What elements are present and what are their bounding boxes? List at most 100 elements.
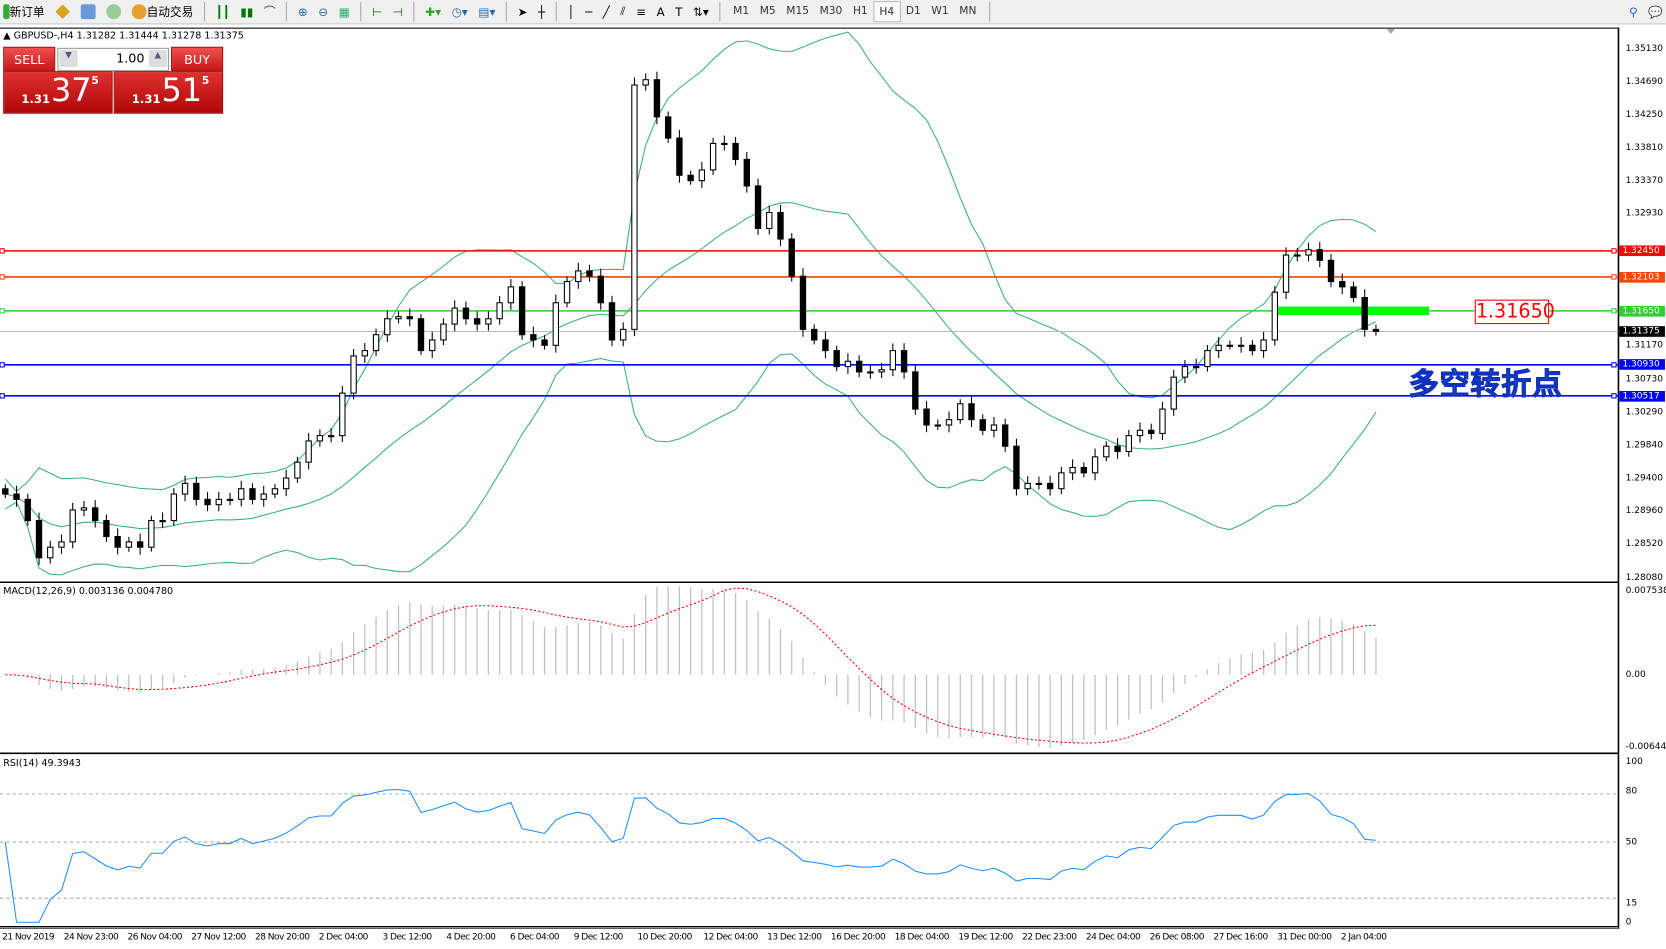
highlight-zone: [1275, 306, 1430, 316]
bear-candle: [754, 185, 762, 229]
bear-candle: [103, 520, 110, 538]
crosshair-button[interactable]: ┼: [535, 1, 548, 22]
trendline-button[interactable]: ╱: [600, 1, 613, 22]
candle-chart-button[interactable]: ▮▮: [237, 1, 256, 22]
bull-candle: [1271, 291, 1279, 341]
cursor-button[interactable]: ➤: [514, 1, 530, 22]
vertical-line-button[interactable]: │: [564, 1, 577, 22]
arrows-button[interactable]: ⇅▾: [690, 1, 712, 22]
bull-candle: [631, 84, 638, 330]
new-order-button[interactable]: 新订单: [0, 1, 48, 22]
price-axis-label: 1.35130: [1625, 43, 1663, 55]
bear-candle: [92, 507, 99, 522]
divider: [555, 2, 557, 22]
buy-button[interactable]: BUY: [171, 46, 224, 72]
bear-candle: [1013, 445, 1020, 490]
zoom-in-button[interactable]: ⊕: [295, 1, 311, 22]
level-price-tag: 1.32103: [1619, 271, 1665, 283]
divider: [204, 2, 206, 22]
bull-candle: [1181, 366, 1189, 378]
rsi-axis-label: 50: [1625, 837, 1638, 848]
timeframe-m5[interactable]: M5: [759, 4, 776, 17]
timeframe-d1[interactable]: D1: [905, 4, 921, 17]
bear-candle: [518, 286, 526, 336]
terminal-button[interactable]: [78, 1, 99, 22]
autoscroll-button[interactable]: ⊢: [369, 1, 386, 22]
timeframe-h4[interactable]: H4: [873, 1, 901, 23]
timeframe-mn[interactable]: MN: [959, 4, 977, 17]
macd-axis-label: 0.007538: [1625, 585, 1666, 597]
bull-candle: [1305, 249, 1312, 256]
lot-size-input[interactable]: ▼ 1.00 ▲: [57, 47, 169, 72]
timeframe-h1[interactable]: H1: [852, 4, 868, 17]
bear-candle: [855, 360, 863, 373]
crosshair-icon: ┼: [538, 4, 546, 19]
bull-candle: [271, 488, 279, 495]
label-button[interactable]: T: [672, 1, 686, 22]
time-axis-label: 4 Dec 20:00: [446, 931, 496, 943]
fibonacci-button[interactable]: ≡: [633, 1, 649, 22]
annotation-price-label[interactable]: 1.31650: [1474, 299, 1555, 325]
chat-button[interactable]: 💬: [1645, 1, 1666, 22]
level-handle: [0, 362, 5, 368]
timeframe-m1[interactable]: M1: [733, 4, 750, 17]
bid-price-box[interactable]: 1.31 37 5: [3, 71, 113, 114]
zoom-out-button[interactable]: ⊖: [315, 1, 331, 22]
horizontal-line-button[interactable]: ─: [582, 1, 595, 22]
timeframe-m30[interactable]: M30: [819, 4, 843, 17]
bull-candle: [170, 493, 178, 522]
timeframe-m15[interactable]: M15: [786, 4, 809, 17]
time-axis-label: 13 Dec 12:00: [767, 931, 822, 943]
autoscroll-icon: ⊢: [372, 4, 383, 19]
zoom-out-icon: ⊖: [318, 4, 329, 19]
bull-candle: [957, 403, 964, 421]
templates-button[interactable]: ▤▾: [475, 1, 498, 22]
sell-button[interactable]: SELL: [3, 46, 56, 72]
bid-big-digits: 37: [51, 72, 92, 110]
time-axis-label: 28 Nov 20:00: [255, 931, 310, 943]
macd-axis-label: 0.00: [1625, 669, 1646, 680]
bear-candle: [900, 350, 908, 373]
bull-candle: [889, 350, 897, 371]
bear-candle: [193, 482, 200, 500]
signals-button[interactable]: [103, 1, 124, 22]
channel-button[interactable]: ⫽: [617, 1, 629, 22]
divider: [505, 2, 508, 22]
bull-candle: [1237, 344, 1245, 347]
ask-price-box[interactable]: 1.31 51 5: [113, 71, 224, 114]
rsi-label: RSI(14) 49.3943: [3, 758, 81, 770]
bear-candle: [777, 211, 784, 240]
chart-shift-button[interactable]: ⊣: [390, 1, 407, 22]
price-axis-label: 1.28520: [1625, 539, 1663, 550]
bear-candle: [1327, 259, 1335, 283]
bar-chart-button[interactable]: ┃┃: [213, 1, 233, 22]
ask-pipette: 5: [201, 75, 210, 88]
time-axis-label: 24 Nov 23:00: [63, 931, 119, 943]
bull-candle: [238, 488, 245, 500]
bull-candle: [1024, 482, 1031, 490]
bear-candle: [1339, 281, 1346, 288]
line-chart-button[interactable]: ⌒: [261, 1, 279, 22]
lot-decrease-icon[interactable]: ▼: [59, 49, 78, 67]
timeframe-w1[interactable]: W1: [931, 4, 949, 17]
bear-candle: [530, 334, 537, 341]
bull-candle: [934, 424, 941, 427]
time-axis-label: 22 Dec 23:00: [1022, 931, 1077, 943]
bull-candle: [552, 302, 559, 346]
bull-candle: [1136, 429, 1144, 437]
bollinger-middle-band: [5, 202, 1377, 530]
time-axis-label: 12 Dec 04:00: [703, 931, 758, 943]
auto-trading-button[interactable]: 自动交易: [129, 1, 197, 22]
text-button[interactable]: A: [653, 1, 667, 22]
bull-candle: [395, 316, 402, 320]
annotation-text[interactable]: 多空转折点: [1408, 366, 1563, 402]
periods-button[interactable]: ◷▾: [449, 1, 471, 22]
indicators-button[interactable]: ✚▾: [422, 1, 444, 22]
rsi-line: [4, 789, 1376, 923]
search-button[interactable]: ⚲: [1626, 1, 1641, 22]
macd-label: MACD(12,26,9) 0.003136 0.004780: [3, 586, 174, 598]
tile-windows-button[interactable]: ▦: [336, 1, 353, 22]
price-axis-label: 1.34690: [1625, 76, 1663, 88]
lot-increase-icon[interactable]: ▲: [148, 49, 167, 67]
